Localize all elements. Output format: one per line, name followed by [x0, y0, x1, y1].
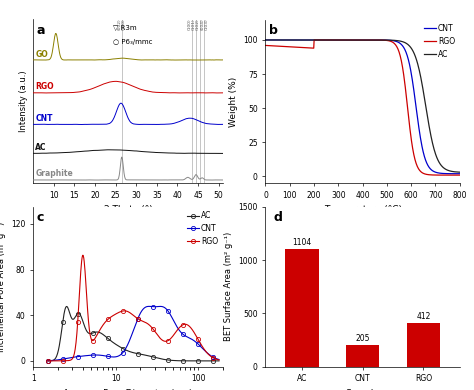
AC	[356, 38, 362, 43]
RGO	[263, 43, 268, 48]
CNT	[356, 38, 362, 43]
Text: Graphite: Graphite	[35, 169, 73, 178]
Line: AC: AC	[265, 40, 460, 172]
Text: 1104: 1104	[292, 238, 311, 247]
Text: (102): (102)	[196, 19, 200, 30]
Text: d: d	[273, 211, 282, 225]
Line: RGO: RGO	[265, 40, 460, 175]
RGO	[422, 172, 428, 176]
AC	[263, 38, 268, 43]
Y-axis label: BET Surface Area (m² g⁻¹): BET Surface Area (m² g⁻¹)	[224, 232, 233, 341]
Text: (100): (100)	[122, 19, 126, 30]
X-axis label: Temperature (°C): Temperature (°C)	[324, 206, 401, 214]
AC	[368, 38, 374, 43]
CNT	[263, 38, 268, 43]
Text: (100): (100)	[188, 19, 192, 30]
CNT	[452, 171, 458, 176]
Bar	[346, 345, 379, 367]
CNT	[368, 38, 374, 43]
RGO	[457, 173, 463, 177]
Text: RGO: RGO	[35, 82, 54, 91]
Text: AC: AC	[35, 143, 47, 152]
Text: (002): (002)	[118, 19, 122, 30]
Line: CNT: CNT	[265, 40, 460, 174]
Text: 412: 412	[416, 312, 430, 321]
Y-axis label: Weight (%): Weight (%)	[229, 76, 238, 126]
AC	[355, 38, 361, 43]
Text: ○ P6₃/mmc: ○ P6₃/mmc	[113, 39, 152, 45]
Text: a: a	[37, 25, 46, 37]
Text: (103): (103)	[204, 19, 208, 30]
Legend: CNT, RGO, AC: CNT, RGO, AC	[421, 21, 458, 62]
RGO	[356, 38, 361, 43]
RGO	[453, 173, 458, 177]
Y-axis label: Intensity (a.u.): Intensity (a.u.)	[18, 71, 27, 132]
AC	[378, 38, 384, 43]
Text: (101): (101)	[192, 19, 196, 30]
CNT	[355, 38, 361, 43]
X-axis label: Sample: Sample	[346, 389, 380, 390]
RGO	[379, 38, 384, 43]
RGO	[311, 38, 317, 43]
CNT	[457, 171, 463, 176]
CNT	[378, 38, 384, 43]
Bar	[407, 323, 440, 367]
Text: CNT: CNT	[35, 114, 53, 123]
AC	[457, 170, 463, 174]
Text: b: b	[269, 25, 278, 37]
Text: c: c	[37, 211, 45, 225]
Y-axis label: Incremental Pore Area (m² g⁻¹): Incremental Pore Area (m² g⁻¹)	[0, 222, 6, 352]
CNT	[422, 155, 428, 160]
Text: GO: GO	[35, 50, 48, 58]
X-axis label: Average Pore Diameter (nm): Average Pore Diameter (nm)	[64, 389, 192, 390]
Bar	[285, 249, 319, 367]
X-axis label: 2 Theta (°): 2 Theta (°)	[104, 206, 152, 214]
Text: 205: 205	[356, 334, 370, 343]
RGO	[356, 38, 362, 43]
AC	[452, 170, 458, 174]
RGO	[368, 38, 374, 43]
Text: (004): (004)	[200, 19, 204, 30]
Text: ▽ R3m: ▽ R3m	[113, 25, 137, 30]
Legend: AC, CNT, RGO: AC, CNT, RGO	[184, 208, 221, 249]
AC	[422, 98, 428, 102]
